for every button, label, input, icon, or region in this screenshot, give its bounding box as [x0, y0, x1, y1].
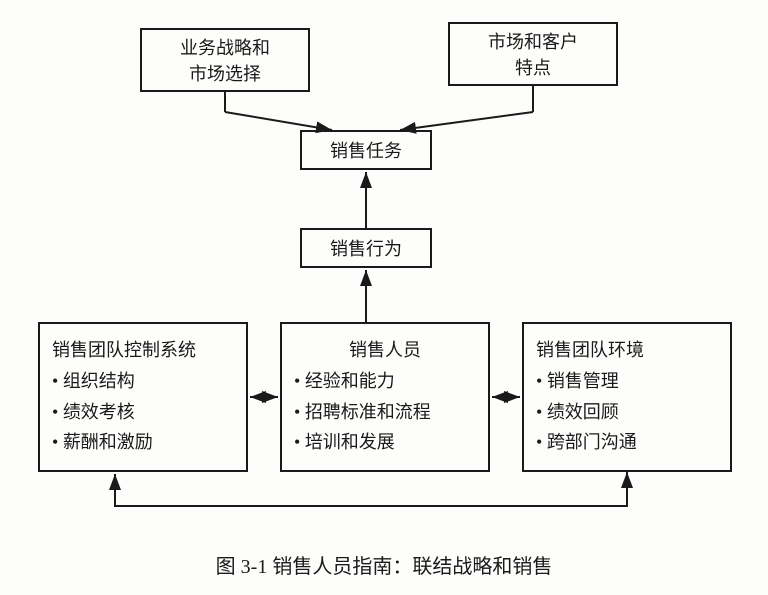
node-sales-personnel: 销售人员 • 经验和能力 • 招聘标准和流程 • 培训和发展	[280, 322, 490, 472]
bullet-item: • 培训和发展	[294, 427, 476, 458]
edge	[225, 112, 332, 130]
connector-layer	[0, 0, 768, 595]
node-sales-team-control: 销售团队控制系统 • 组织结构 • 绩效考核 • 薪酬和激励	[38, 322, 248, 472]
node-line: 市场和客户	[488, 28, 578, 54]
node-line: 市场选择	[189, 60, 261, 86]
node-market-customer: 市场和客户 特点	[448, 22, 618, 86]
bullet-item: • 绩效考核	[52, 397, 234, 428]
edge	[400, 112, 533, 130]
bullet-item: • 招聘标准和流程	[294, 397, 476, 428]
bullet-item: • 薪酬和激励	[52, 427, 234, 458]
node-business-strategy: 业务战略和 市场选择	[140, 28, 310, 92]
node-sales-task: 销售任务	[300, 130, 432, 170]
node-sales-behavior: 销售行为	[300, 228, 432, 268]
node-label: 销售任务	[330, 137, 402, 163]
node-sales-team-env: 销售团队环境 • 销售管理 • 绩效回顾 • 跨部门沟通	[522, 322, 732, 472]
node-line: 特点	[515, 54, 551, 80]
node-line: 业务战略和	[180, 34, 270, 60]
bullet-item: • 销售管理	[536, 366, 718, 397]
node-title: 销售团队环境	[536, 336, 718, 362]
bullet-item: • 组织结构	[52, 366, 234, 397]
node-title: 销售人员	[349, 336, 421, 362]
node-label: 销售行为	[330, 235, 402, 261]
bullet-item: • 跨部门沟通	[536, 427, 718, 458]
node-title: 销售团队控制系统	[52, 336, 234, 362]
edge-loop	[115, 472, 627, 506]
bullet-item: • 经验和能力	[294, 366, 476, 397]
bullet-item: • 绩效回顾	[536, 397, 718, 428]
figure-caption: 图 3-1 销售人员指南：联结战略和销售	[0, 550, 768, 579]
